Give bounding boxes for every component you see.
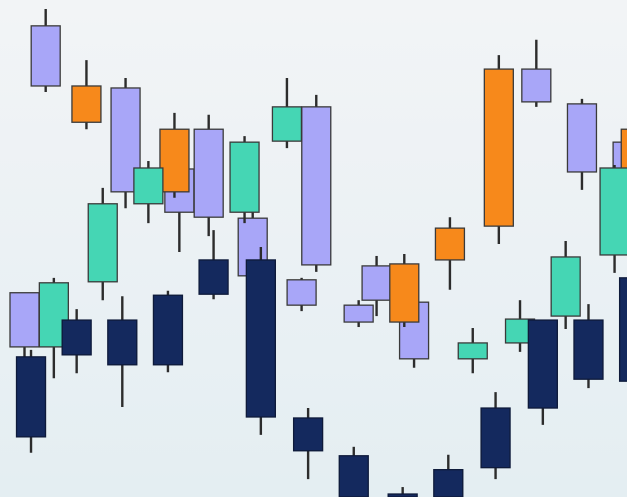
candle-teal bbox=[229, 136, 260, 224]
candle-body bbox=[620, 128, 627, 171]
candle-body bbox=[71, 85, 102, 123]
candles-layer bbox=[9, 8, 627, 497]
candle-lavender bbox=[361, 255, 392, 317]
candle-navy bbox=[527, 319, 558, 425]
candle-navy bbox=[15, 349, 47, 453]
candle-body bbox=[286, 279, 317, 306]
candle-navy bbox=[152, 290, 184, 373]
candle-body bbox=[457, 342, 488, 360]
candle-body bbox=[387, 493, 418, 497]
candle-body bbox=[159, 128, 190, 193]
candle-body bbox=[480, 407, 511, 469]
candle-body bbox=[107, 319, 138, 366]
candle-body bbox=[434, 227, 466, 261]
candle-teal bbox=[87, 187, 118, 301]
candle-orange bbox=[483, 55, 514, 245]
candle-body bbox=[338, 455, 369, 497]
candle-body bbox=[229, 141, 260, 213]
candle-body bbox=[389, 263, 420, 323]
candle-body bbox=[133, 167, 164, 205]
candle-body bbox=[527, 319, 558, 409]
candle-body bbox=[15, 356, 47, 438]
candle-body bbox=[292, 417, 324, 452]
candle-body bbox=[245, 259, 277, 418]
candle-body bbox=[193, 128, 224, 218]
candle-body bbox=[573, 319, 604, 380]
candle-navy bbox=[387, 487, 418, 497]
candle-navy bbox=[618, 277, 627, 382]
candle-teal bbox=[550, 241, 581, 330]
candle-body bbox=[618, 277, 627, 382]
candle-teal bbox=[133, 161, 164, 224]
candle-navy bbox=[245, 247, 277, 435]
candle-navy bbox=[480, 392, 511, 480]
candle-navy bbox=[573, 304, 604, 389]
candle-body bbox=[599, 167, 627, 256]
candle-navy bbox=[433, 454, 464, 497]
candle-lavender bbox=[521, 39, 552, 107]
candle-lavender bbox=[566, 98, 598, 190]
candle-navy bbox=[198, 230, 229, 300]
candle-teal bbox=[599, 165, 627, 273]
candle-navy bbox=[61, 309, 92, 374]
candle-teal bbox=[271, 78, 303, 149]
candle-orange bbox=[620, 128, 627, 171]
candle-body bbox=[483, 68, 514, 227]
candle-body bbox=[550, 256, 581, 317]
candle-lavender bbox=[343, 300, 374, 328]
candle-lavender bbox=[286, 277, 317, 312]
candle-lavender bbox=[9, 292, 40, 357]
candle-teal bbox=[457, 328, 488, 374]
candle-body bbox=[271, 106, 303, 142]
candle-orange bbox=[434, 217, 466, 290]
candle-navy bbox=[107, 296, 138, 408]
candle-body bbox=[361, 265, 392, 301]
candle-body bbox=[566, 103, 598, 173]
candle-teal bbox=[504, 300, 536, 352]
candle-lavender bbox=[301, 94, 332, 272]
candle-lavender bbox=[193, 114, 224, 237]
candle-body bbox=[61, 319, 92, 356]
candle-body bbox=[30, 25, 61, 87]
candle-body bbox=[433, 469, 464, 497]
candle-lavender bbox=[30, 8, 61, 92]
candle-body bbox=[152, 294, 184, 366]
candle-orange bbox=[159, 112, 190, 198]
candle-orange bbox=[389, 253, 420, 328]
candle-navy bbox=[292, 408, 324, 480]
candle-body bbox=[301, 106, 332, 266]
candle-body bbox=[87, 203, 118, 283]
candle-body bbox=[521, 68, 552, 103]
candle-orange bbox=[71, 60, 102, 130]
candle-body bbox=[198, 259, 229, 295]
candle-body bbox=[9, 292, 40, 348]
candle-body bbox=[343, 304, 374, 323]
candle-navy bbox=[338, 446, 369, 497]
